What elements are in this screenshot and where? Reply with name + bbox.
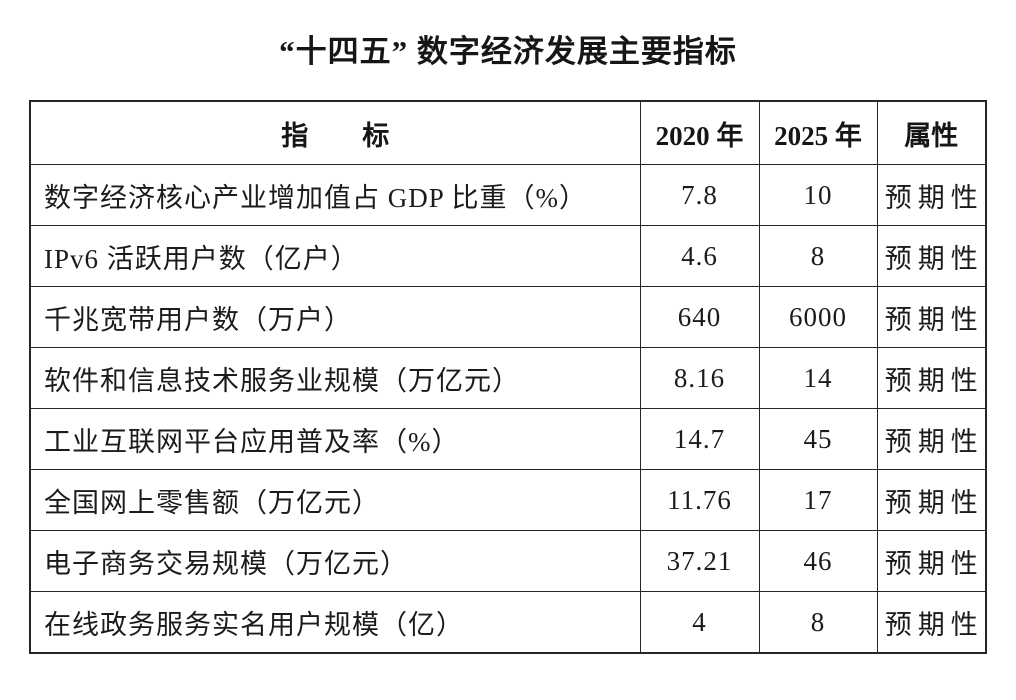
value-2020-cell: 11.76 — [639, 469, 760, 531]
indicator-cell: 工业互联网平台应用普及率（%） — [29, 408, 641, 470]
value-2025-cell: 10 — [758, 164, 878, 226]
column-header-indicator: 指 标 — [29, 100, 641, 165]
value-2025-cell: 17 — [758, 469, 878, 531]
column-header-2020: 2020 年 — [639, 100, 760, 165]
value-2020-cell: 37.21 — [639, 530, 760, 592]
attribute-cell: 预期性 — [876, 164, 987, 226]
column-header-attribute: 属性 — [876, 100, 987, 165]
value-2020-cell: 4.6 — [639, 225, 760, 287]
header-row: 指 标 2020 年 2025 年 属性 — [29, 100, 987, 165]
attribute-cell: 预期性 — [876, 408, 987, 470]
value-2025-cell: 8 — [758, 591, 878, 654]
value-2020-cell: 8.16 — [639, 347, 760, 409]
attribute-cell: 预期性 — [876, 530, 987, 592]
value-2025-cell: 46 — [758, 530, 878, 592]
page-title: “十四五” 数字经济发展主要指标 — [279, 34, 737, 69]
indicator-cell: 千兆宽带用户数（万户） — [29, 286, 641, 348]
indicator-cell: 软件和信息技术服务业规模（万亿元） — [29, 347, 641, 409]
table-row: 千兆宽带用户数（万户） 640 6000 预期性 — [29, 286, 987, 348]
value-2020-cell: 7.8 — [639, 164, 760, 226]
table-row: 工业互联网平台应用普及率（%） 14.7 45 预期性 — [29, 408, 987, 470]
value-2025-cell: 45 — [758, 408, 878, 470]
indicator-cell: IPv6 活跃用户数（亿户） — [29, 225, 641, 287]
value-2025-cell: 6000 — [758, 286, 878, 348]
table-row: 电子商务交易规模（万亿元） 37.21 46 预期性 — [29, 530, 987, 592]
indicator-cell: 电子商务交易规模（万亿元） — [29, 530, 641, 592]
column-header-2025: 2025 年 — [758, 100, 878, 165]
table-row: 数字经济核心产业增加值占 GDP 比重（%） 7.8 10 预期性 — [29, 164, 987, 226]
table-row: 在线政务服务实名用户规模（亿） 4 8 预期性 — [29, 591, 987, 654]
table-row: 软件和信息技术服务业规模（万亿元） 8.16 14 预期性 — [29, 347, 987, 409]
attribute-cell: 预期性 — [876, 591, 987, 654]
value-2020-cell: 4 — [639, 591, 760, 654]
attribute-cell: 预期性 — [876, 225, 987, 287]
indicator-cell: 数字经济核心产业增加值占 GDP 比重（%） — [29, 164, 641, 226]
attribute-cell: 预期性 — [876, 347, 987, 409]
value-2025-cell: 8 — [758, 225, 878, 287]
table-row: IPv6 活跃用户数（亿户） 4.6 8 预期性 — [29, 225, 987, 287]
value-2020-cell: 640 — [639, 286, 760, 348]
indicators-table: 指 标 2020 年 2025 年 属性 数字经济核心产业增加值占 GDP 比重… — [29, 100, 987, 654]
table-row: 全国网上零售额（万亿元） 11.76 17 预期性 — [29, 469, 987, 531]
value-2025-cell: 14 — [758, 347, 878, 409]
value-2020-cell: 14.7 — [639, 408, 760, 470]
indicator-cell: 在线政务服务实名用户规模（亿） — [29, 591, 641, 654]
indicator-cell: 全国网上零售额（万亿元） — [29, 469, 641, 531]
attribute-cell: 预期性 — [876, 286, 987, 348]
attribute-cell: 预期性 — [876, 469, 987, 531]
